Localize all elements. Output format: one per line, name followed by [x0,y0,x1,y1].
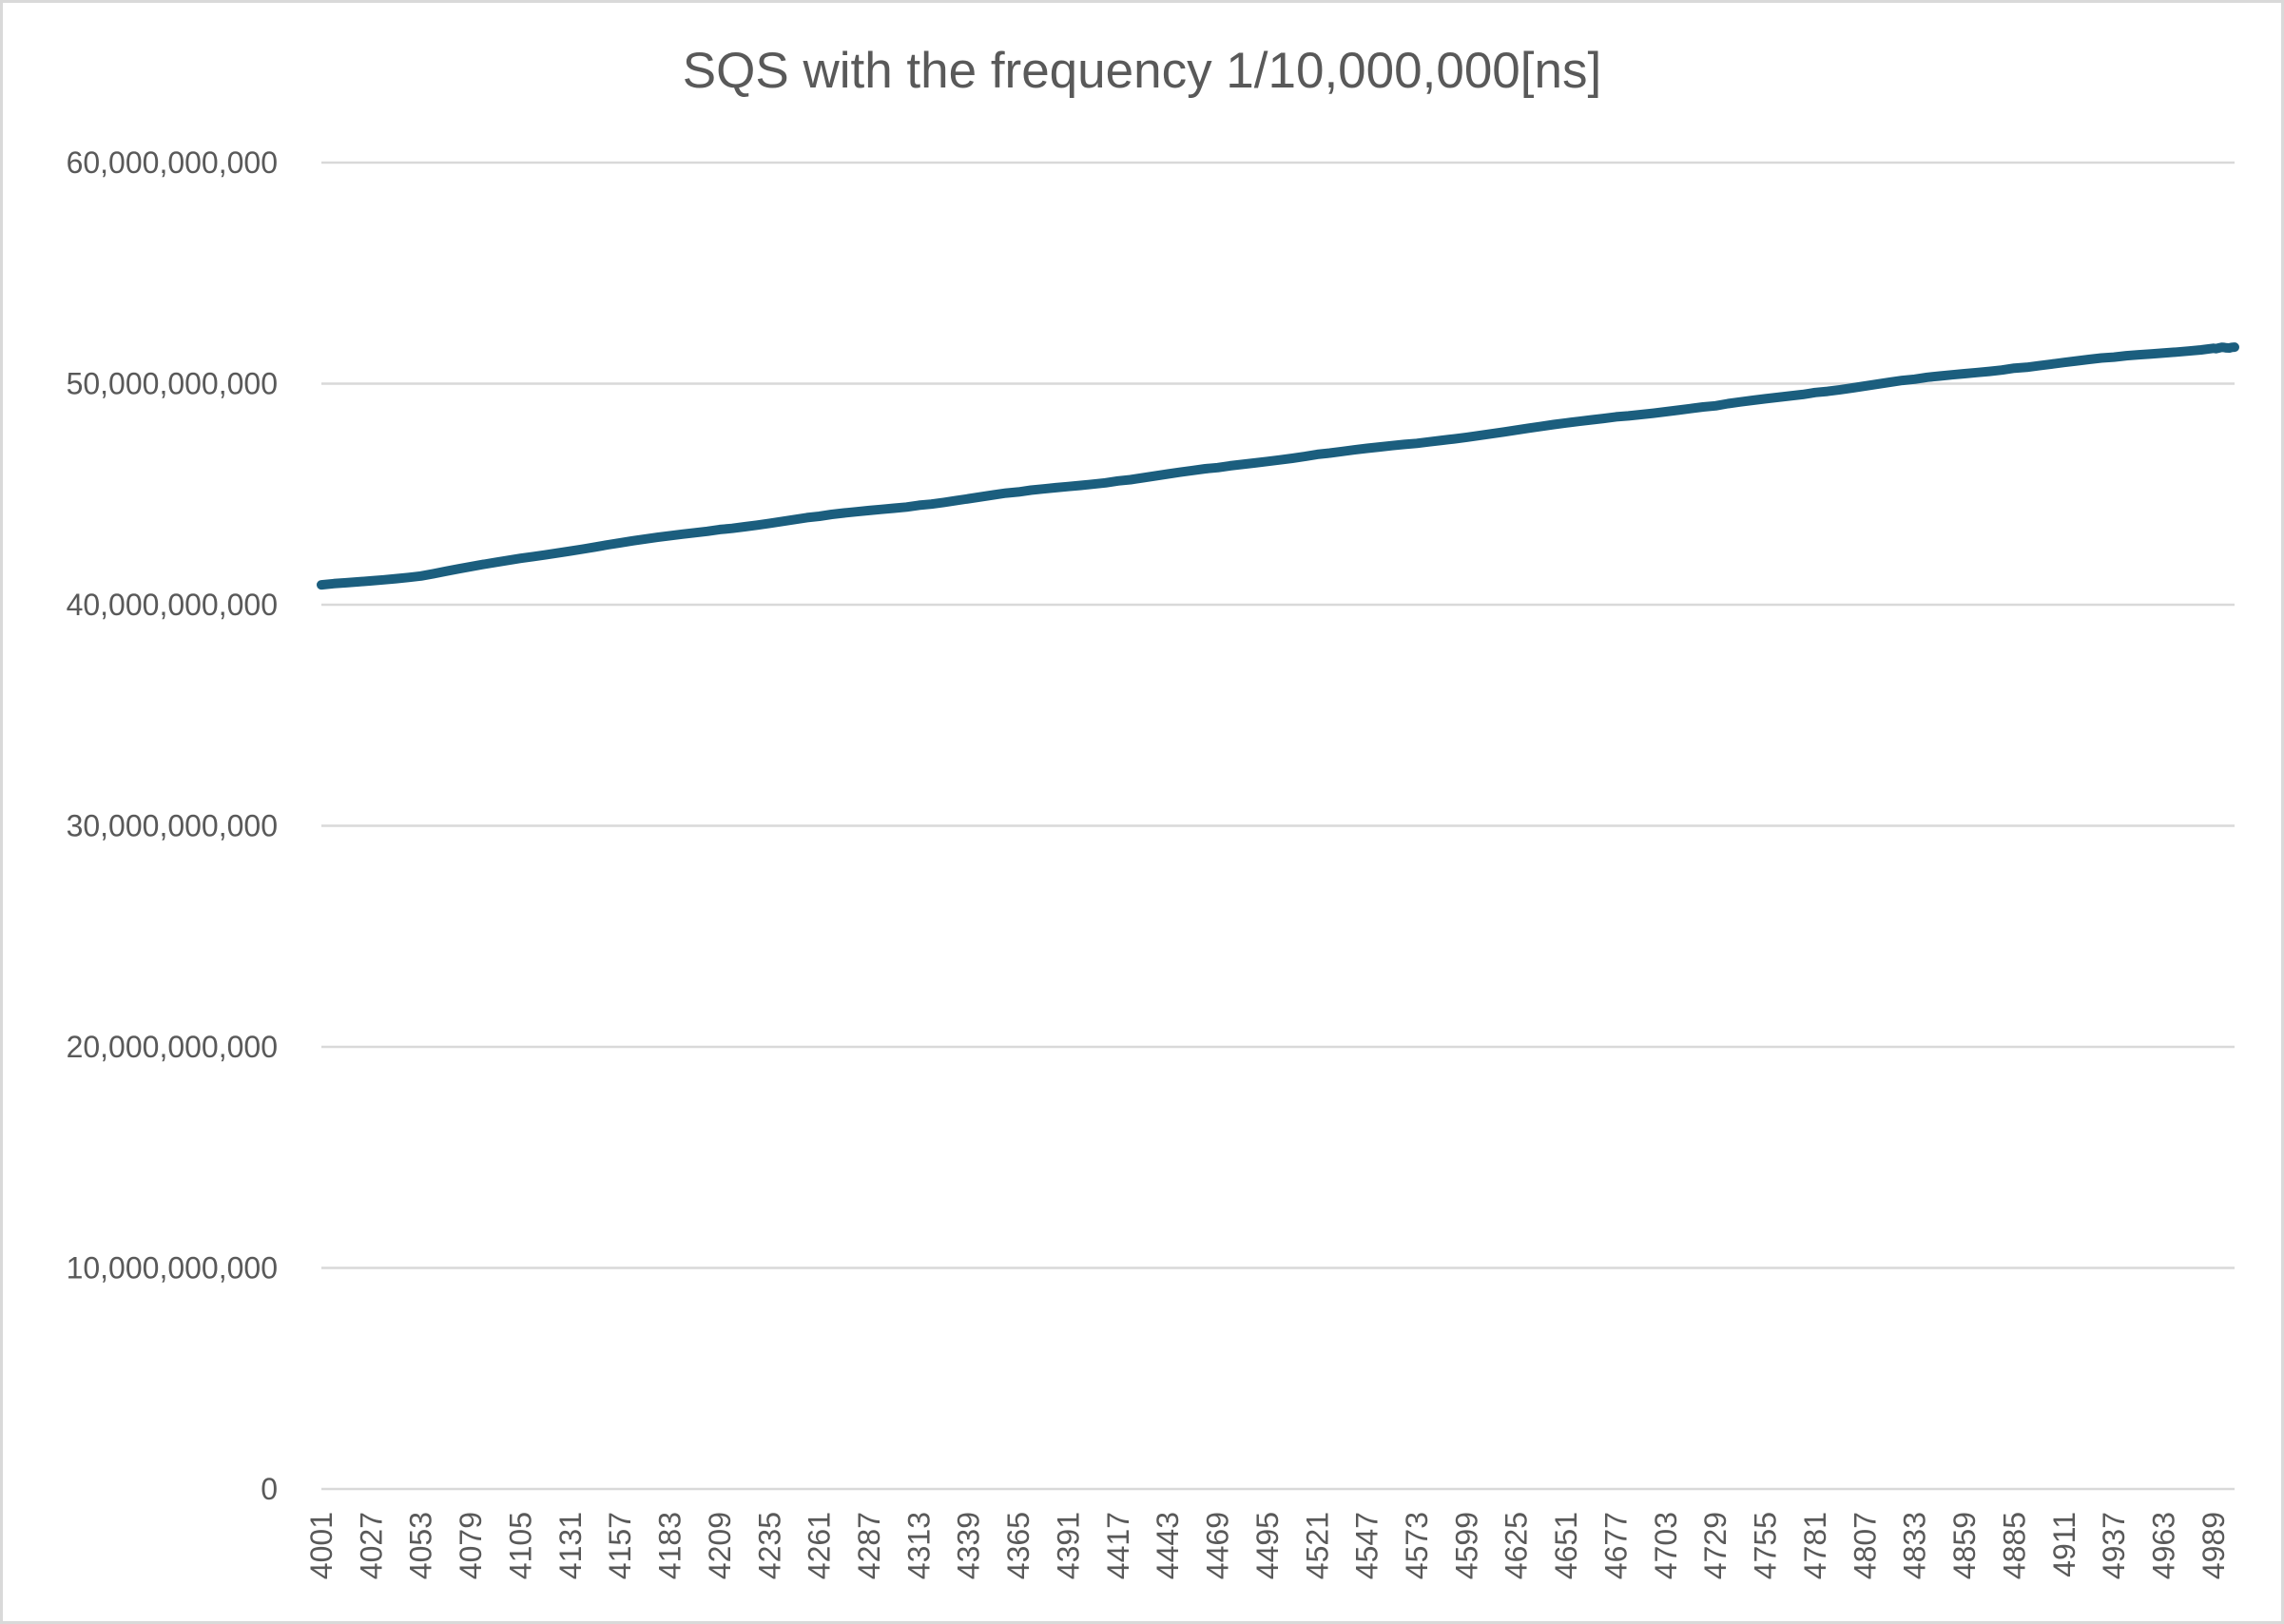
x-tick-label: 4807 [1848,1512,1882,1579]
x-tick-label: 4469 [1201,1512,1235,1579]
x-tick-label: 4625 [1500,1512,1534,1579]
x-tick-label: 4339 [952,1512,986,1579]
x-tick-label: 4937 [2097,1512,2131,1579]
x-tick-label: 4001 [304,1512,339,1579]
x-tick-label: 4521 [1300,1512,1334,1579]
series-layer [317,342,2239,590]
chart-title: SQS with the frequency 1/10,000,000[ns] [683,43,1601,99]
x-tick-label: 4911 [2047,1512,2081,1577]
x-tick-label: 4833 [1898,1512,1932,1579]
x-tick-label: 4859 [1947,1512,1982,1579]
x-tick-label: 4963 [2146,1512,2180,1579]
x-tick-label: 4183 [653,1512,687,1579]
x-tick-label: 4053 [404,1512,438,1579]
x-tick-label: 4313 [901,1512,936,1579]
y-tick-label: 40,000,000,000 [67,588,278,622]
x-tick-label: 4573 [1400,1512,1434,1579]
x-tick-label: 4547 [1350,1512,1384,1579]
x-tick-label: 4209 [703,1512,737,1579]
x-tick-label: 4261 [803,1512,837,1579]
x-tick-label: 4651 [1549,1512,1583,1579]
y-tick-label: 20,000,000,000 [67,1030,278,1064]
x-tick-label: 4157 [603,1512,637,1579]
x-tick-label: 4027 [354,1512,388,1579]
x-tick-label: 4417 [1101,1512,1135,1579]
x-tick-label: 4989 [2197,1512,2231,1579]
series-line [317,342,2239,590]
x-tick-label: 4287 [852,1512,886,1579]
y-tick-label: 0 [261,1472,278,1506]
gridlines [321,161,2235,1491]
y-tick-label: 10,000,000,000 [67,1251,278,1286]
x-tick-label: 4703 [1649,1512,1683,1579]
x-tick-label: 4729 [1698,1512,1732,1579]
x-tick-label: 4365 [1001,1512,1036,1579]
x-tick-label: 4443 [1151,1512,1185,1579]
x-tick-label: 4677 [1598,1512,1633,1579]
x-tick-label: 4235 [752,1512,786,1579]
x-axis-tick-labels: 4001 4027 4053 4079 4105 4131 4157 4183 4209 4235… [304,1512,2231,1579]
y-tick-label: 30,000,000,000 [67,809,278,843]
x-tick-label: 4599 [1449,1512,1483,1579]
x-tick-label: 4391 [1051,1512,1085,1579]
x-tick-label: 4781 [1798,1512,1832,1579]
y-axis-tick-labels: 0 10,000,000,000 20,000,000,000 30,000,000,… [67,145,278,1506]
x-tick-label: 4755 [1749,1512,1783,1579]
x-tick-label: 4105 [503,1512,537,1579]
x-tick-label: 4885 [1997,1512,2031,1579]
x-tick-label: 4079 [454,1512,488,1579]
y-tick-label: 60,000,000,000 [67,145,278,180]
y-tick-label: 50,000,000,000 [67,367,278,401]
x-tick-label: 4495 [1250,1512,1285,1579]
x-tick-label: 4131 [553,1512,588,1579]
